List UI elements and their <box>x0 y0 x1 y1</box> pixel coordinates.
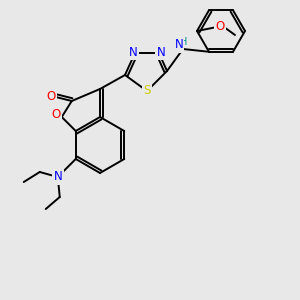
Text: O: O <box>46 89 56 103</box>
Text: O: O <box>215 20 225 32</box>
Text: H: H <box>180 37 188 47</box>
Text: S: S <box>143 85 151 98</box>
Text: N: N <box>157 46 165 59</box>
Text: N: N <box>129 46 137 59</box>
Text: N: N <box>175 38 183 52</box>
Text: N: N <box>53 170 62 184</box>
Text: O: O <box>51 109 60 122</box>
